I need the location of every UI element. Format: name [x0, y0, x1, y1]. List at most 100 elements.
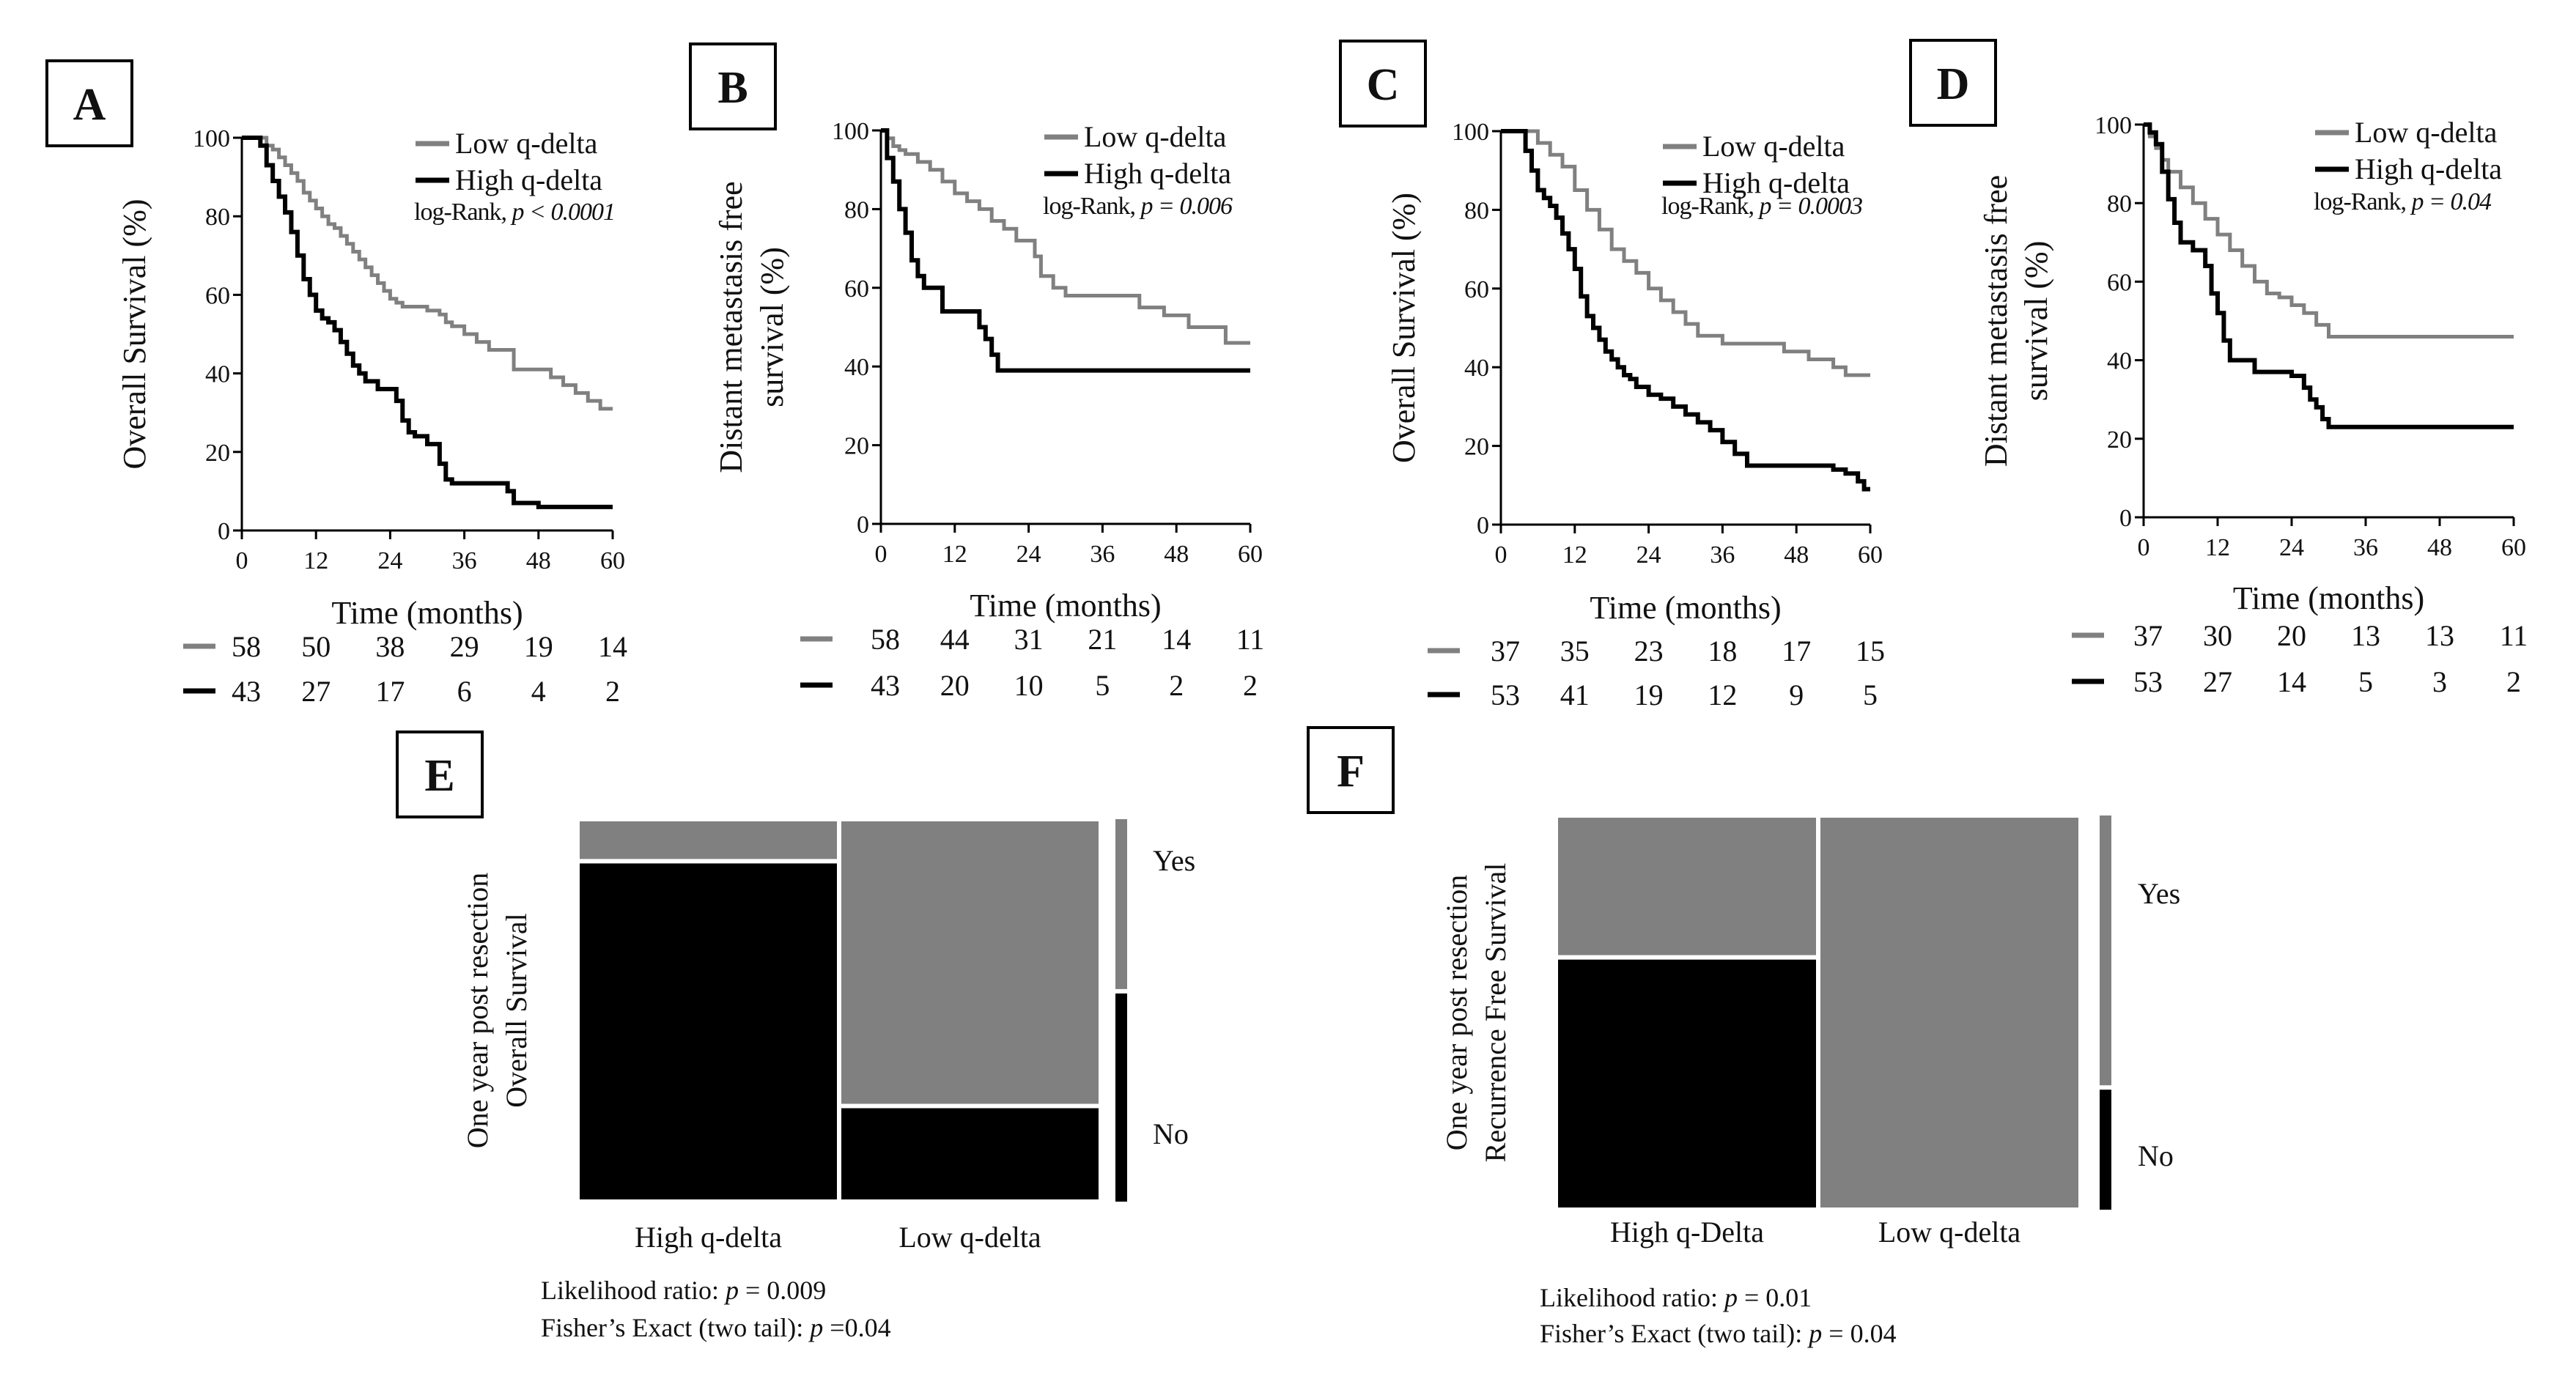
legend-bar-yes: [2100, 815, 2111, 1086]
logrank-stat: log-Rank, p = 0.0003: [1661, 193, 1862, 220]
y-tick-label: 80: [844, 196, 869, 223]
risk-count: 31: [1014, 623, 1044, 656]
risk-count: 2: [1243, 669, 1258, 702]
x-axis-label: Time (months): [2233, 580, 2424, 616]
panel-label-box: [689, 42, 777, 130]
x-tick-label: 36: [1710, 541, 1735, 569]
risk-count: 58: [871, 623, 900, 656]
risk-count: 12: [1708, 678, 1737, 711]
x-tick-label: 36: [2353, 534, 2378, 561]
panel-label-c: C: [1339, 40, 1427, 127]
x-tick-label: 60: [2501, 534, 2526, 561]
risk-count: 58: [232, 630, 261, 663]
y-tick-label: 20: [205, 440, 230, 467]
p-value: p = 0.0003: [1758, 193, 1862, 220]
stat-line: Fisher’s Exact (two tail): p = 0.04: [1540, 1319, 1897, 1348]
x-tick-label: 24: [2279, 534, 2304, 561]
p-value: p < 0.0001: [511, 199, 615, 226]
y-tick-label: 100: [2095, 112, 2132, 139]
panel-label-f: F: [1307, 726, 1395, 814]
x-tick-label: 12: [303, 547, 328, 574]
panel-label-box: [1339, 40, 1427, 127]
risk-count: 13: [2351, 619, 2380, 652]
legend-entry: Low q-delta: [1702, 130, 1845, 163]
panel-label-box: [1307, 726, 1395, 814]
risk-count: 38: [375, 630, 405, 663]
y-axis-label: Distant metastasis free: [713, 181, 749, 473]
risk-count: 27: [2203, 665, 2232, 698]
y-axis-label: One year post resection: [1440, 875, 1473, 1151]
y-tick-label: 40: [844, 354, 869, 381]
x-tick-label: 0: [2138, 534, 2150, 561]
risk-count: 5: [1095, 669, 1110, 702]
category-label: High q-Delta: [1610, 1216, 1764, 1249]
legend-bar-no: [1115, 993, 1127, 1202]
y-tick-label: 40: [2107, 348, 2132, 375]
y-tick-label: 100: [832, 118, 869, 145]
risk-count: 11: [1236, 623, 1265, 656]
high-q-delta-curve: [2144, 122, 2514, 429]
stat-line: Likelihood ratio: p = 0.01: [1540, 1283, 1812, 1312]
y-axis-label: One year post resection: [461, 873, 494, 1149]
y-tick-label: 60: [205, 282, 230, 309]
legend-entry: Low q-delta: [455, 127, 598, 160]
risk-count: 23: [1634, 635, 1664, 667]
risk-count: 13: [2425, 619, 2454, 652]
risk-count: 10: [1014, 669, 1044, 702]
risk-count: 53: [2133, 665, 2163, 698]
mosaic-cell-yes: [575, 817, 841, 864]
risk-count: 43: [232, 675, 261, 708]
y-tick-label: 0: [1477, 512, 1489, 539]
risk-count: 19: [1634, 678, 1664, 711]
p-value: p = 0.006: [1140, 193, 1233, 220]
panel-e: High q-delta Low q-delta Yes No One year pos…: [461, 817, 1195, 1342]
outcome-yes-label: Yes: [2138, 877, 2180, 910]
legend-entry: High q-delta: [455, 163, 602, 196]
risk-count: 5: [2358, 665, 2373, 698]
y-tick-label: 80: [205, 204, 230, 231]
panel-label-text: E: [424, 751, 454, 801]
y-tick-label: 60: [1464, 276, 1489, 303]
y-tick-label: 100: [1452, 119, 1489, 146]
p-value: p = 0.04: [2410, 188, 2492, 215]
x-tick-label: 48: [1784, 541, 1809, 569]
high-q-delta-curve: [881, 128, 1250, 373]
x-tick-label: 60: [1858, 541, 1883, 569]
risk-count: 43: [871, 669, 900, 702]
y-axis-label-line2: survival (%): [2018, 241, 2054, 402]
legend-entry: Low q-delta: [1084, 120, 1227, 153]
y-tick-label: 20: [844, 433, 869, 460]
y-axis-label-line2: Recurrence Free Survival: [1479, 863, 1512, 1163]
x-tick-label: 60: [1238, 541, 1263, 568]
legend-bar-yes: [1115, 819, 1127, 989]
panel-label-text: C: [1367, 60, 1400, 110]
risk-count: 37: [2133, 619, 2163, 652]
y-tick-label: 0: [857, 511, 869, 539]
p-value: = 0.01: [1738, 1283, 1812, 1312]
x-axis-label: Time (months): [970, 588, 1161, 624]
mosaic-cell-no: [1554, 955, 1820, 1213]
legend-entry: High q-delta: [1084, 157, 1231, 190]
risk-count: 19: [524, 630, 553, 663]
risk-count: 37: [1491, 635, 1520, 667]
risk-count: 2: [605, 675, 620, 708]
y-tick-label: 0: [218, 518, 230, 545]
panel-label-a: A: [45, 59, 133, 147]
panel-label-text: B: [717, 63, 748, 113]
x-tick-label: 12: [942, 541, 967, 568]
risk-count: 2: [2506, 665, 2521, 698]
panel-label-box: [1909, 39, 1997, 127]
risk-count: 17: [1782, 635, 1811, 667]
legend-bar-no: [2100, 1090, 2111, 1210]
logrank-stat: log-Rank, p = 0.006: [1043, 193, 1233, 220]
risk-count: 5: [1863, 678, 1878, 711]
risk-count: 20: [940, 669, 970, 702]
panel-label-e: E: [396, 731, 484, 818]
y-tick-label: 20: [2107, 426, 2132, 454]
y-axis-label-line2: survival (%): [754, 247, 790, 407]
stat-line: Fisher’s Exact (two tail): p =0.04: [541, 1313, 891, 1342]
risk-count: 27: [301, 675, 331, 708]
risk-count: 14: [1162, 623, 1191, 656]
x-tick-label: 0: [875, 541, 887, 568]
